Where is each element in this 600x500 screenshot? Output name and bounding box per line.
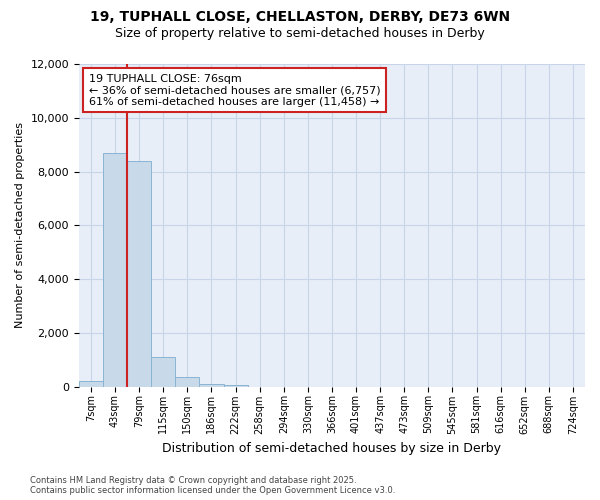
Bar	[199, 384, 224, 386]
Bar	[127, 161, 151, 386]
Bar	[151, 357, 175, 386]
Bar	[103, 152, 127, 386]
Text: Contains HM Land Registry data © Crown copyright and database right 2025.
Contai: Contains HM Land Registry data © Crown c…	[30, 476, 395, 495]
Y-axis label: Number of semi-detached properties: Number of semi-detached properties	[15, 122, 25, 328]
X-axis label: Distribution of semi-detached houses by size in Derby: Distribution of semi-detached houses by …	[163, 442, 502, 455]
Text: 19 TUPHALL CLOSE: 76sqm
← 36% of semi-detached houses are smaller (6,757)
61% of: 19 TUPHALL CLOSE: 76sqm ← 36% of semi-de…	[89, 74, 380, 107]
Text: Size of property relative to semi-detached houses in Derby: Size of property relative to semi-detach…	[115, 28, 485, 40]
Text: 19, TUPHALL CLOSE, CHELLASTON, DERBY, DE73 6WN: 19, TUPHALL CLOSE, CHELLASTON, DERBY, DE…	[90, 10, 510, 24]
Bar	[79, 381, 103, 386]
Bar	[175, 377, 199, 386]
Bar	[224, 385, 248, 386]
